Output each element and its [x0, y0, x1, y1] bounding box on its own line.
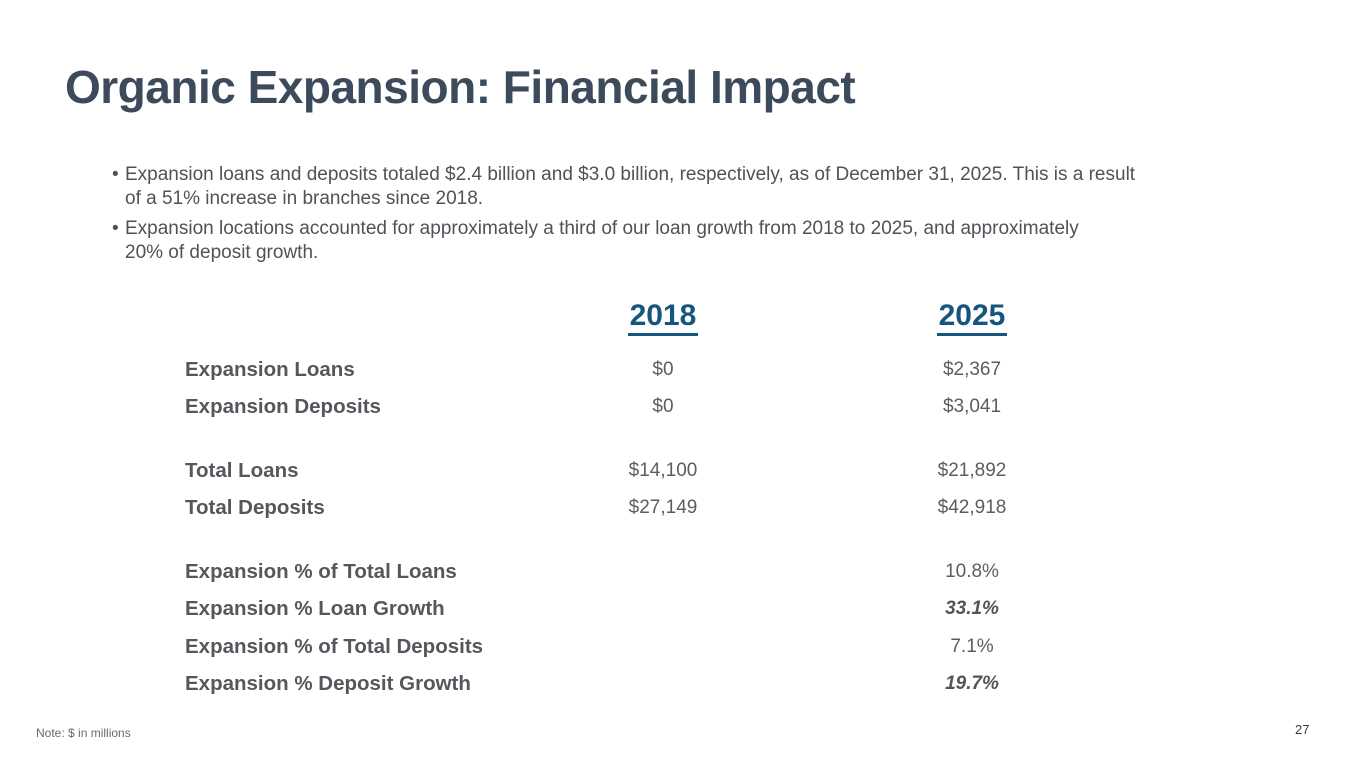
bullet-list: • Expansion loans and deposits totaled $…	[112, 163, 1172, 271]
cell-2025: $2,367	[942, 358, 1002, 380]
row-label: Total Deposits	[185, 496, 325, 520]
cell-2025: 33.1%	[945, 598, 999, 620]
slide-title: Organic Expansion: Financial Impact	[65, 61, 856, 113]
bullet-text: Expansion locations accounted for approx…	[125, 217, 1172, 265]
table-row: Total Loans $14,100 $21,892	[185, 452, 1193, 490]
bullet-item: • Expansion loans and deposits totaled $…	[112, 163, 1172, 211]
row-group-spacer	[185, 426, 1193, 452]
column-header-2025: 2025	[751, 300, 1193, 336]
bullet-marker: •	[112, 218, 119, 239]
cell-2025: 7.1%	[950, 635, 994, 657]
bullet-line: Expansion locations accounted for approx…	[125, 218, 1079, 239]
row-label: Expansion % of Total Deposits	[185, 634, 484, 658]
row-label: Expansion Deposits	[185, 395, 381, 419]
table-row: Expansion Loans $0 $2,367	[185, 351, 1193, 389]
cell-2025: 19.7%	[945, 673, 999, 695]
cell-2018: $14,100	[628, 459, 698, 481]
year-2018-label: 2018	[627, 300, 699, 336]
page-number: 27	[1295, 722, 1310, 737]
row-label: Expansion % Deposit Growth	[185, 672, 471, 696]
row-label: Expansion Loans	[185, 357, 355, 381]
row-label: Expansion % of Total Loans	[185, 559, 457, 583]
table-row: Expansion % Deposit Growth 19.7%	[185, 666, 1193, 704]
bullet-line: 20% of deposit growth.	[125, 242, 319, 263]
table-row: Expansion Deposits $0 $3,041	[185, 389, 1193, 427]
bullet-item: • Expansion locations accounted for appr…	[112, 217, 1172, 265]
cell-2025: $21,892	[937, 459, 1007, 481]
footnote: Note: $ in millions	[36, 726, 131, 740]
table-header-row: 2018 2025	[185, 300, 1193, 336]
cell-2018: $0	[652, 358, 674, 380]
bullet-text: Expansion loans and deposits totaled $2.…	[125, 163, 1172, 211]
cell-2025: $42,918	[937, 497, 1007, 519]
row-label: Expansion % Loan Growth	[185, 597, 445, 621]
cell-2018: $27,149	[628, 497, 698, 519]
bullet-line: of a 51% increase in branches since 2018…	[125, 188, 484, 209]
table-row: Expansion % of Total Loans 10.8%	[185, 553, 1193, 591]
row-group-spacer	[185, 527, 1193, 553]
cell-2025: 10.8%	[945, 560, 999, 582]
year-2025-label: 2025	[936, 300, 1008, 336]
table-row: Expansion % Loan Growth 33.1%	[185, 591, 1193, 629]
cell-2025: $3,041	[942, 396, 1002, 418]
row-label: Total Loans	[185, 458, 299, 482]
column-header-2018: 2018	[575, 300, 751, 336]
table-row: Expansion % of Total Deposits 7.1%	[185, 628, 1193, 666]
bullet-marker: •	[112, 164, 119, 185]
bullet-line: Expansion loans and deposits totaled $2.…	[125, 164, 1136, 185]
table-row: Total Deposits $27,149 $42,918	[185, 490, 1193, 528]
cell-2018: $0	[652, 396, 674, 418]
financial-table: 2018 2025 Expansion Loans $0 $2,367 Expa…	[185, 300, 1193, 703]
